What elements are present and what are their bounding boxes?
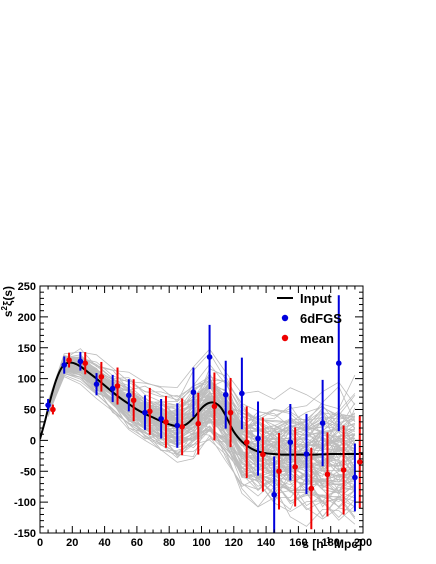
mock-line: [47, 355, 356, 437]
mean-point: [308, 485, 315, 492]
6dfgs-point: [93, 381, 100, 387]
mean-point: [66, 357, 72, 363]
x-tick-label: 0: [37, 537, 43, 549]
y-tick-label: -150: [14, 528, 36, 540]
mock-line: [47, 368, 356, 483]
tick-labels: 0 20 40 60 80 100 120 140 160 180 200 -150 -100 -50 0 5…: [14, 281, 372, 549]
mean-point: [292, 464, 298, 470]
mean-point: [179, 423, 185, 430]
6dfgs-point: [126, 392, 132, 399]
legend-mean-label: mean: [300, 331, 334, 346]
mock-line: [47, 365, 355, 494]
6dfgs-point: [174, 422, 181, 429]
mean-point: [356, 459, 363, 465]
legend-mean-swatch: [281, 334, 289, 342]
mean-point: [114, 383, 121, 389]
6dfgs-point: [190, 389, 197, 396]
6dfgs-point: [45, 402, 51, 408]
mock-line: [47, 364, 356, 483]
x-tick-label: 160: [289, 537, 307, 549]
x-tick-label: 100: [192, 537, 210, 549]
y-tick-label: 250: [18, 281, 36, 293]
axis-ticks: [39, 285, 364, 534]
mean-point: [211, 403, 218, 410]
mean-point: [98, 373, 105, 380]
6dfgs-point: [61, 362, 68, 368]
6dfgs-point: [142, 409, 148, 416]
x-tick-label: 80: [163, 537, 175, 549]
mock-line: [47, 368, 356, 508]
x-tick-label: 180: [322, 537, 340, 549]
6dfgs-point: [77, 358, 84, 365]
legend-6dfgs-swatch: [281, 314, 289, 322]
mean-point: [276, 468, 282, 475]
6dfgs-point: [319, 420, 326, 426]
y-axis-title: s2ξ(s): [0, 286, 15, 317]
mean-point: [243, 439, 250, 446]
mock-line: [47, 370, 355, 494]
y-tick-label: 0: [30, 435, 36, 447]
6dfgs-point: [255, 435, 261, 442]
6dfgs-point: [158, 415, 164, 422]
mean-point: [147, 408, 153, 415]
mock-line: [47, 371, 356, 511]
mock-line: [47, 376, 355, 520]
mean-point: [340, 467, 347, 473]
6dfgs-point: [222, 391, 229, 398]
6dfgs-point: [206, 354, 213, 360]
y-tick-label: -50: [20, 466, 36, 478]
x-tick-label: 140: [257, 537, 275, 549]
6dfgs-point: [287, 439, 294, 446]
mean-point: [50, 406, 56, 413]
mock-line: [47, 362, 355, 482]
y-tick-label: -100: [14, 497, 36, 509]
6dfgs-point: [335, 360, 342, 366]
6dfgs-point: [271, 491, 277, 498]
6dfgs-point: [352, 474, 358, 481]
mean-point: [130, 397, 137, 404]
x-tick-label: 200: [354, 537, 372, 549]
x-tick-label: 20: [66, 537, 78, 549]
mock-line: [47, 348, 356, 410]
6dfgs-point: [303, 451, 310, 457]
x-axis-title: s [h-1 Mpc]: [302, 536, 362, 551]
y-tick-label: 50: [24, 405, 36, 417]
mean-point: [163, 419, 169, 425]
x-tick-label: 60: [131, 537, 143, 549]
x-tick-label: 40: [98, 537, 110, 549]
y-tick-label: 150: [18, 343, 36, 355]
data-points: [45, 295, 363, 533]
x-tick-label: 120: [225, 537, 243, 549]
legend-6dfgs-label: 6dFGS: [300, 311, 342, 326]
6dfgs-point: [239, 390, 245, 397]
mock-line: [47, 356, 355, 429]
mock-line: [47, 362, 355, 436]
mean-point: [227, 409, 234, 416]
mock-line: [47, 372, 356, 527]
mean-point: [324, 471, 331, 478]
legend: Input 6dFGS mean: [277, 291, 342, 346]
mean-point: [260, 451, 266, 458]
mock-line: [47, 360, 356, 452]
legend-input-label: Input: [300, 291, 332, 306]
mock-line: [47, 370, 356, 492]
mean-point: [82, 360, 89, 366]
6dfgs-point: [109, 385, 116, 392]
y-tick-label: 100: [18, 374, 36, 386]
mean-point: [195, 420, 202, 427]
y-tick-label: 200: [18, 312, 36, 324]
